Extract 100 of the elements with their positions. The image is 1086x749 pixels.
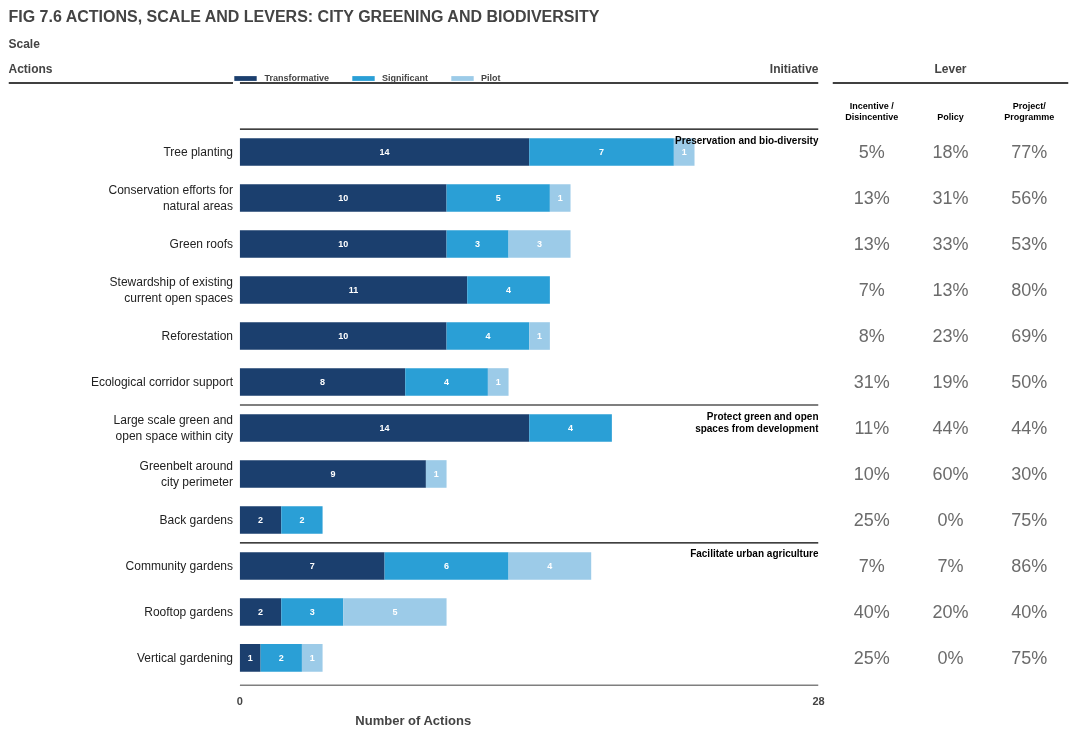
y-tick-label: Reforestation xyxy=(161,329,233,344)
bar xyxy=(529,138,674,166)
bar xyxy=(467,276,550,304)
data-label: 1 xyxy=(681,147,687,158)
data-label: 4 xyxy=(506,285,512,296)
text: 13% xyxy=(853,188,890,209)
text: 13% xyxy=(853,234,890,255)
text: 33% xyxy=(932,234,969,255)
text: 40% xyxy=(853,601,890,622)
data-label: 7 xyxy=(309,560,315,571)
bar xyxy=(405,368,488,396)
annotation: Protect green and open spaces from development xyxy=(695,410,820,434)
x-tick-label: 28 xyxy=(812,694,825,707)
bar xyxy=(281,506,323,534)
bar xyxy=(239,598,282,626)
text: 10% xyxy=(853,463,890,484)
text: 44% xyxy=(932,417,969,438)
legend-label: Significant xyxy=(381,73,428,83)
bar xyxy=(239,322,447,350)
data-label: 1 xyxy=(495,377,501,387)
text: 80% xyxy=(1011,280,1048,301)
annotation: Facilitate urban agriculture xyxy=(690,548,819,560)
text: 44% xyxy=(1011,417,1048,438)
data-label: 2 xyxy=(258,514,264,525)
y-tick-label: Ecological corridor support xyxy=(90,375,234,389)
bar xyxy=(301,644,323,672)
y-tick-label: Greenbelt around city perimeter xyxy=(139,459,233,489)
legend-label: Pilot xyxy=(480,73,501,83)
x-tick-label: 0 xyxy=(236,694,243,707)
data-label: 3 xyxy=(537,239,543,250)
data-label: 4 xyxy=(547,560,553,571)
y-tick-label: Community gardens xyxy=(125,558,233,573)
annotation: Preservation and bio-diversity xyxy=(675,134,819,146)
bar xyxy=(239,460,426,488)
text: 40% xyxy=(1011,601,1048,622)
data-label: 1 xyxy=(557,193,563,204)
data-label: 2 xyxy=(258,606,264,617)
text: Initiative xyxy=(769,62,819,77)
y-tick-label: Large scale green and open space within city xyxy=(113,413,233,443)
data-label: 4 xyxy=(568,422,574,433)
bar xyxy=(446,322,530,350)
text: 25% xyxy=(853,647,890,668)
text: 31% xyxy=(853,372,890,392)
y-tick-label: Green roofs xyxy=(169,237,233,252)
bar xyxy=(487,368,509,396)
text: 53% xyxy=(1011,234,1048,255)
bar xyxy=(239,414,530,442)
category-label: Incentive / Disincentive xyxy=(845,101,899,123)
data-label: 6 xyxy=(444,560,450,571)
data-label: 2 xyxy=(299,514,305,525)
x-axis-title: Number of Actions xyxy=(355,712,472,728)
bar xyxy=(239,276,468,304)
bar xyxy=(260,644,302,672)
text: 13% xyxy=(932,280,969,301)
text: 8% xyxy=(858,326,885,347)
bar xyxy=(343,598,447,626)
data-label: 1 xyxy=(247,652,253,663)
text: 5% xyxy=(858,142,885,163)
bar xyxy=(529,414,612,442)
y-tick-label: Rooftop gardens xyxy=(144,604,233,619)
data-label: 4 xyxy=(485,331,491,342)
data-label: 14 xyxy=(379,147,390,158)
y-axis-title: Actions xyxy=(8,62,53,77)
text: 56% xyxy=(1011,188,1048,209)
text: 75% xyxy=(1011,509,1048,530)
text: Scale xyxy=(8,36,41,51)
bar xyxy=(239,368,406,396)
text: 77% xyxy=(1011,142,1048,163)
data-label: 1 xyxy=(433,468,439,479)
bar xyxy=(384,552,509,580)
data-label: 10 xyxy=(338,193,349,204)
data-label: 7 xyxy=(599,147,605,158)
text: 19% xyxy=(932,372,969,392)
bar xyxy=(239,138,530,166)
y-tick-label: Back gardens xyxy=(159,512,233,527)
data-label: 2 xyxy=(278,652,284,663)
y-tick-label: Tree planting xyxy=(163,145,233,160)
bar xyxy=(508,230,571,258)
y-tick-label: Vertical gardening xyxy=(136,650,233,665)
text: 0% xyxy=(937,509,964,530)
data-label: 5 xyxy=(495,193,501,204)
text: 11% xyxy=(854,417,890,438)
text: 7% xyxy=(858,280,885,301)
data-label: 5 xyxy=(392,606,398,617)
text: 69% xyxy=(1011,326,1048,347)
y-tick-label: Conservation efforts for natural areas xyxy=(108,183,233,213)
bar xyxy=(446,184,550,212)
text: 86% xyxy=(1011,555,1048,576)
data-label: 9 xyxy=(330,468,336,479)
text: 25% xyxy=(853,509,890,530)
data-label: 11 xyxy=(348,285,359,296)
legend-label: Transformative xyxy=(264,73,329,83)
category-label: Policy xyxy=(937,112,964,123)
bar xyxy=(281,598,344,626)
data-label: 14 xyxy=(379,422,390,433)
data-label: 1 xyxy=(537,331,543,342)
text: 50% xyxy=(1011,372,1048,392)
bar xyxy=(239,506,282,534)
bar xyxy=(239,230,447,258)
text: 20% xyxy=(932,601,969,622)
